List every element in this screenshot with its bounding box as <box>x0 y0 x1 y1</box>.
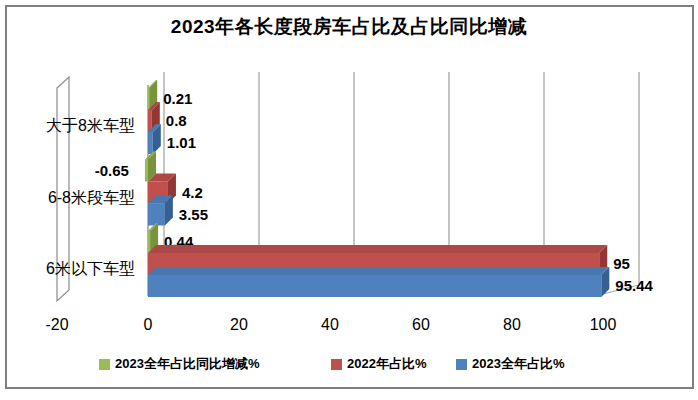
x-tick-label-0: 0 <box>144 316 153 333</box>
bar-s2-c1 <box>148 204 165 226</box>
data-label-s2-c0: 1.01 <box>167 134 196 151</box>
legend-swatch-green <box>99 359 110 370</box>
data-label-s1-c1: 4.2 <box>182 184 203 201</box>
legend-swatch-red <box>331 359 342 370</box>
bar-top-s1-c2 <box>148 245 607 253</box>
bar-s0-c2 <box>148 231 150 253</box>
category-label-1: 6-8米段车型 <box>48 189 135 206</box>
x-tick-label-20: 20 <box>230 316 248 333</box>
legend-item-2022-share: 2022年占比% <box>331 354 426 374</box>
bar-s0-c1 <box>145 160 148 182</box>
legend: 2023全年占比同比增减% 2022年占比% 2023全年占比% <box>0 354 698 374</box>
data-label-s2-c1: 3.55 <box>179 206 208 223</box>
data-label-s0-c0: 0.21 <box>163 90 192 107</box>
x-tick-label-80: 80 <box>503 316 521 333</box>
data-label-s1-c2: 95 <box>613 255 630 272</box>
bar-s2-c2 <box>148 275 601 297</box>
bar-s1-c0 <box>148 110 152 132</box>
bar-top-s2-c2 <box>148 267 609 275</box>
legend-label-yoy-change: 2023全年占比同比增减% <box>115 355 259 373</box>
x-tick-label-40: 40 <box>321 316 339 333</box>
x-tick-label--20: -20 <box>45 316 68 333</box>
category-label-2: 6米以下车型 <box>46 260 135 277</box>
x-tick-label-60: 60 <box>412 316 430 333</box>
chart-canvas: 2023年各长度段房车占比及占比同比增减 -200204060801000.21… <box>0 0 698 400</box>
data-label-s0-c1: -0.65 <box>95 162 129 179</box>
legend-label-2023-share: 2023全年占比% <box>472 355 564 373</box>
bar-s2-c0 <box>148 132 153 154</box>
plot-area: -20 0 20 40 60 80 100 0.21 0.8 1.01 大于8米车型 -0.65 4.2… <box>0 0 698 400</box>
data-label-s1-c0: 0.8 <box>166 112 187 129</box>
legend-swatch-blue <box>456 359 467 370</box>
x-tick-label-100: 100 <box>590 316 617 333</box>
legend-item-yoy-change: 2023全年占比同比增减% <box>99 354 259 374</box>
legend-item-2023-share: 2023全年占比% <box>456 354 564 374</box>
category-label-0: 大于8米车型 <box>46 117 135 134</box>
data-label-s2-c2: 95.44 <box>615 277 653 294</box>
legend-label-2022-share: 2022年占比% <box>347 355 426 373</box>
bar-s0-c0 <box>148 88 149 110</box>
